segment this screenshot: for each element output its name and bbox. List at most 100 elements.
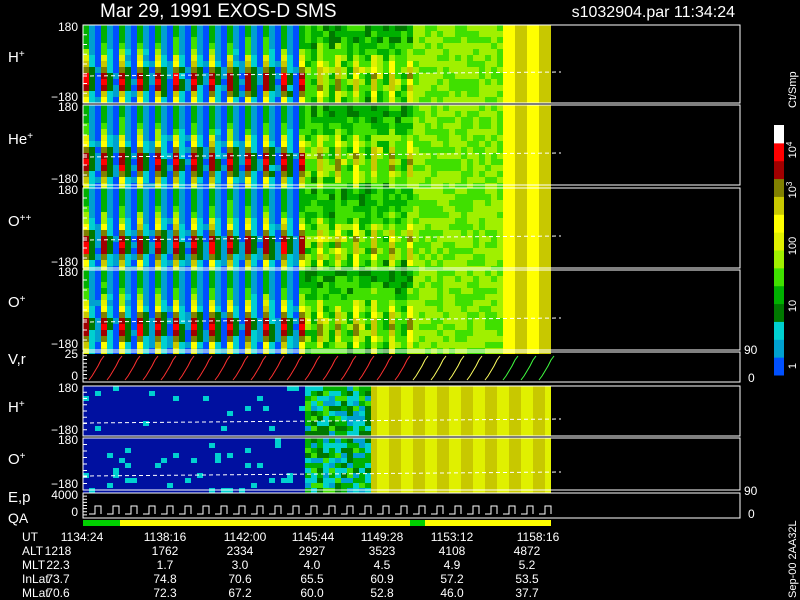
spectrogram-cell	[359, 117, 365, 123]
spectrogram-cell	[497, 276, 503, 282]
spectrogram-cell	[503, 43, 509, 49]
spectrogram-cell	[353, 406, 359, 411]
spectrogram-cell	[275, 49, 281, 55]
spectrogram-cell	[467, 206, 473, 212]
spectrogram-cell	[149, 294, 155, 300]
spectrogram-cell	[233, 242, 239, 248]
spectrogram-cell	[407, 248, 413, 254]
spectrogram-cell	[347, 165, 353, 171]
spectrogram-cell	[377, 194, 383, 200]
spectrogram-cell	[233, 336, 239, 342]
spectrogram-cell	[203, 61, 209, 67]
spectrogram-cell	[281, 411, 287, 416]
spectrogram-cell	[101, 306, 107, 312]
spectrogram-cell	[509, 330, 515, 336]
spectrogram-cell	[377, 43, 383, 49]
spectrogram-cell	[401, 396, 407, 401]
spectrogram-cell	[437, 141, 443, 147]
spectrogram-cell	[335, 426, 341, 431]
spectrogram-cell	[449, 141, 455, 147]
spectrogram-cell	[299, 348, 305, 354]
spectrogram-cell	[239, 25, 245, 31]
spectrogram-cell	[521, 300, 527, 306]
spectrogram-cell	[473, 31, 479, 37]
spectrogram-cell	[251, 206, 257, 212]
spectrogram-cell	[413, 177, 419, 183]
spectrogram-cell	[137, 242, 143, 248]
spectrogram-cell	[527, 294, 533, 300]
spectrogram-cell	[245, 43, 251, 49]
spectrogram-cell	[431, 236, 437, 242]
spectrogram-cell	[305, 324, 311, 330]
spectrogram-cell	[227, 342, 233, 348]
spectrogram-cell	[107, 270, 113, 276]
spectrogram-cell	[467, 105, 473, 111]
spectrogram-cell	[95, 330, 101, 336]
spectrogram-cell	[497, 129, 503, 135]
spectrogram-cell	[257, 411, 263, 416]
spectrogram-cell	[461, 260, 467, 266]
spectrogram-cell	[545, 330, 551, 336]
spectrogram-cell	[137, 37, 143, 43]
spectrogram-cell	[401, 165, 407, 171]
spectrogram-cell	[347, 73, 353, 79]
spectrogram-cell	[131, 431, 137, 436]
spectrogram-cell	[497, 183, 503, 189]
spectrogram-cell	[461, 342, 467, 348]
spectrogram-cell	[347, 348, 353, 354]
spectrogram-cell	[245, 431, 251, 436]
spectrogram-cell	[167, 300, 173, 306]
spectrogram-cell	[149, 401, 155, 406]
spectrogram-cell	[533, 105, 539, 111]
spectrogram-cell	[383, 91, 389, 97]
spectrogram-cell	[95, 111, 101, 117]
spectrogram-cell	[149, 242, 155, 248]
spectrogram-cell	[431, 55, 437, 61]
spectrogram-cell	[431, 348, 437, 354]
spectrogram-cell	[359, 37, 365, 43]
spectrogram-cell	[89, 254, 95, 260]
spectrogram-cell	[167, 37, 173, 43]
spectrogram-cell	[491, 306, 497, 312]
spectrogram-cell	[149, 406, 155, 411]
spectrogram-cell	[383, 129, 389, 135]
spectrogram-cell	[149, 147, 155, 153]
spectrogram-cell	[257, 67, 263, 73]
spectrogram-cell	[335, 318, 341, 324]
spectrogram-cell	[473, 401, 479, 406]
spectrogram-cell	[257, 183, 263, 189]
spectrogram-cell	[533, 282, 539, 288]
spectrogram-cell	[215, 105, 221, 111]
spectrogram-cell	[173, 79, 179, 85]
spectrogram-cell	[323, 306, 329, 312]
spectrogram-cell	[119, 79, 125, 85]
spectrogram-cell	[299, 159, 305, 165]
spectrogram-cell	[461, 159, 467, 165]
spectrogram-cell	[521, 67, 527, 73]
spectrogram-cell	[233, 73, 239, 79]
spectrogram-cell	[335, 324, 341, 330]
spectrogram-cell	[377, 31, 383, 37]
spectrogram-cell	[281, 141, 287, 147]
spectrogram-cell	[425, 416, 431, 421]
spectrogram-cell	[107, 111, 113, 117]
spectrogram-cell	[245, 242, 251, 248]
spectrogram-cell	[503, 97, 509, 103]
spectrogram-cell	[413, 411, 419, 416]
spectrogram-cell	[125, 206, 131, 212]
spectrogram-cell	[407, 421, 413, 426]
spectrogram-cell	[311, 79, 317, 85]
spectrogram-cell	[203, 171, 209, 177]
spectrogram-cell	[449, 348, 455, 354]
spectrogram-cell	[539, 236, 545, 242]
spectrogram-cell	[143, 129, 149, 135]
spectrogram-cell	[185, 165, 191, 171]
spectrogram-cell	[161, 386, 167, 391]
spectrogram-cell	[119, 200, 125, 206]
spectrogram-cell	[167, 43, 173, 49]
spectrogram-cell	[101, 391, 107, 396]
spectrogram-cell	[359, 200, 365, 206]
spectrogram-cell	[173, 147, 179, 153]
spectrogram-cell	[383, 306, 389, 312]
spectrogram-cell	[197, 330, 203, 336]
